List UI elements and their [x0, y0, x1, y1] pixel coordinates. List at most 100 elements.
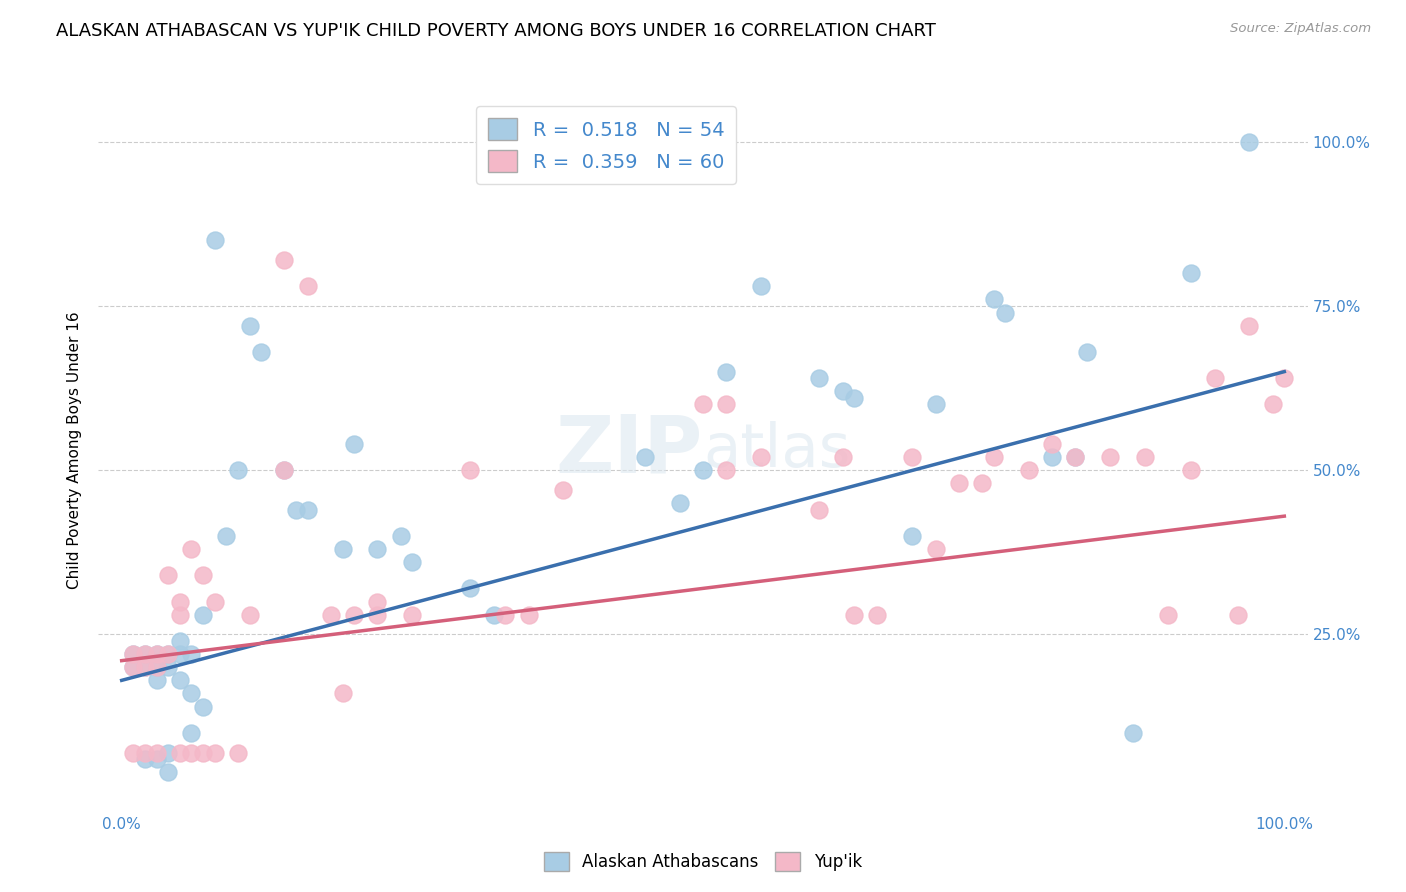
Point — [924, 397, 946, 411]
Point — [180, 686, 202, 700]
Text: ALASKAN ATHABASCAN VS YUP'IK CHILD POVERTY AMONG BOYS UNDER 16 CORRELATION CHART: ALASKAN ATHABASCAN VS YUP'IK CHILD POVER… — [56, 22, 936, 40]
Point — [844, 391, 866, 405]
Point — [180, 726, 202, 740]
Point — [1040, 437, 1063, 451]
Point — [134, 746, 156, 760]
Point — [494, 607, 516, 622]
Point — [482, 607, 505, 622]
Point — [157, 765, 180, 780]
Point — [169, 634, 191, 648]
Point — [1040, 450, 1063, 464]
Point — [1239, 135, 1261, 149]
Point — [145, 660, 167, 674]
Point — [285, 502, 308, 516]
Point — [191, 607, 214, 622]
Point — [239, 607, 262, 622]
Point — [204, 594, 226, 608]
Point — [134, 660, 156, 674]
Point — [239, 318, 262, 333]
Point — [948, 476, 970, 491]
Point — [692, 397, 714, 411]
Point — [332, 541, 354, 556]
Legend: R =  0.518   N = 54, R =  0.359   N = 60: R = 0.518 N = 54, R = 0.359 N = 60 — [477, 106, 737, 184]
Point — [145, 746, 167, 760]
Point — [273, 252, 295, 267]
Point — [145, 647, 167, 661]
Point — [831, 450, 853, 464]
Point — [749, 279, 772, 293]
Point — [191, 746, 214, 760]
Point — [460, 582, 482, 596]
Point — [180, 647, 202, 661]
Point — [157, 647, 180, 661]
Point — [204, 233, 226, 247]
Point — [553, 483, 575, 497]
Point — [297, 279, 319, 293]
Point — [901, 450, 924, 464]
Point — [134, 752, 156, 766]
Point — [250, 345, 273, 359]
Point — [157, 568, 180, 582]
Point — [215, 529, 238, 543]
Point — [180, 541, 202, 556]
Point — [1180, 266, 1202, 280]
Point — [145, 752, 167, 766]
Point — [716, 365, 738, 379]
Point — [901, 529, 924, 543]
Text: atlas: atlas — [703, 421, 851, 480]
Point — [157, 746, 180, 760]
Point — [401, 555, 423, 569]
Point — [808, 371, 831, 385]
Point — [866, 607, 889, 622]
Point — [401, 607, 423, 622]
Point — [332, 686, 354, 700]
Point — [994, 305, 1017, 319]
Point — [169, 607, 191, 622]
Point — [122, 660, 145, 674]
Point — [1180, 463, 1202, 477]
Point — [389, 529, 412, 543]
Point — [157, 660, 180, 674]
Point — [1133, 450, 1156, 464]
Legend: Alaskan Athabascans, Yup'ik: Alaskan Athabascans, Yup'ik — [536, 843, 870, 880]
Point — [634, 450, 657, 464]
Point — [366, 541, 388, 556]
Point — [1018, 463, 1040, 477]
Point — [749, 450, 772, 464]
Point — [204, 746, 226, 760]
Point — [191, 699, 214, 714]
Point — [692, 463, 714, 477]
Y-axis label: Child Poverty Among Boys Under 16: Child Poverty Among Boys Under 16 — [67, 311, 83, 590]
Point — [924, 541, 946, 556]
Point — [1157, 607, 1180, 622]
Point — [1272, 371, 1295, 385]
Point — [180, 746, 202, 760]
Point — [169, 594, 191, 608]
Point — [970, 476, 993, 491]
Point — [273, 463, 295, 477]
Point — [297, 502, 319, 516]
Point — [134, 647, 156, 661]
Point — [122, 746, 145, 760]
Point — [844, 607, 866, 622]
Point — [983, 293, 1005, 307]
Point — [122, 647, 145, 661]
Text: Source: ZipAtlas.com: Source: ZipAtlas.com — [1230, 22, 1371, 36]
Point — [460, 463, 482, 477]
Point — [226, 746, 249, 760]
Point — [226, 463, 249, 477]
Point — [169, 746, 191, 760]
Point — [808, 502, 831, 516]
Point — [1204, 371, 1226, 385]
Point — [1064, 450, 1087, 464]
Point — [122, 647, 145, 661]
Point — [273, 463, 295, 477]
Point — [145, 673, 167, 688]
Point — [366, 594, 388, 608]
Point — [169, 673, 191, 688]
Point — [668, 496, 690, 510]
Point — [145, 660, 167, 674]
Point — [169, 647, 191, 661]
Point — [1261, 397, 1284, 411]
Point — [1064, 450, 1087, 464]
